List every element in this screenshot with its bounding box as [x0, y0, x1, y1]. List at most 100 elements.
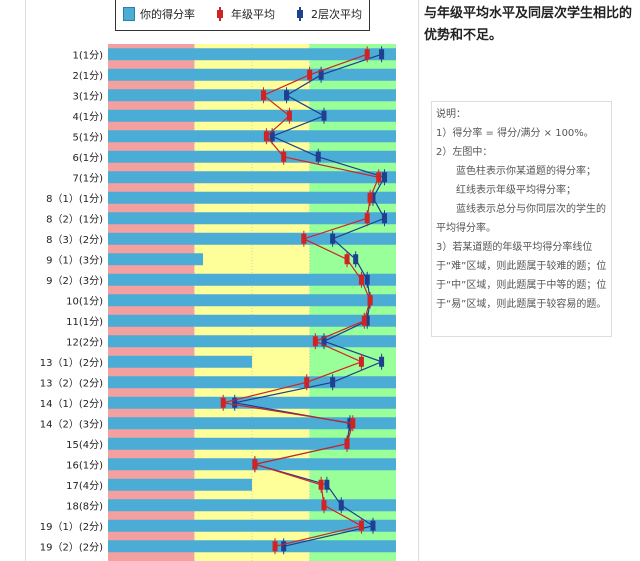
score-bar-7 [108, 171, 396, 184]
score-bar-21 [108, 458, 396, 471]
grade-avg-marker-20 [344, 438, 350, 449]
category-label: 12(2分) [66, 336, 103, 348]
score-bar-25 [108, 540, 396, 553]
category-label: 8（2）(1分) [46, 213, 103, 225]
layer-avg-marker-16 [379, 356, 385, 367]
layer-avg-marker-14 [364, 315, 370, 326]
grade-avg-marker-2 [307, 69, 313, 80]
legend-item-score: 你的得分率 [123, 7, 195, 21]
category-label: 6(1分) [72, 152, 103, 164]
layer-avg-marker-7 [381, 172, 387, 183]
grade-avg-marker-17 [304, 377, 310, 388]
score-bar-5 [108, 130, 396, 143]
category-label: 2(1分) [72, 70, 103, 82]
score-bar-24 [108, 519, 396, 532]
layer-avg-marker-11 [353, 254, 359, 265]
score-bar-2 [108, 68, 396, 81]
layer-avg-marker-12 [364, 274, 370, 285]
score-bar-20 [108, 437, 396, 450]
score-bar-4 [108, 109, 396, 122]
grade-avg-marker-15 [312, 336, 318, 347]
layer-avg-marker-9 [381, 213, 387, 224]
note-line-3: 蓝色柱表示你某道题的得分率； [456, 166, 596, 177]
note-line-6: 3）若某道题的年级平均得分率线位于“难”区域，则此题属于较难的题；位于“中”区域… [436, 242, 607, 310]
layer-avg-marker-3 [284, 90, 290, 101]
grade-avg-marker-18 [220, 397, 226, 408]
grade-avg-marker-7 [376, 172, 382, 183]
layer-avg-marker-17 [330, 377, 336, 388]
category-label: 5(1分) [72, 131, 103, 143]
grade-avg-marker-21 [252, 459, 258, 470]
category-label: 18(8分) [66, 500, 103, 512]
layer-avg-marker-25 [281, 541, 287, 552]
grade-avg-marker-1 [364, 49, 370, 60]
layer-avg-marker-2 [318, 69, 324, 80]
category-label: 19（2）(2分) [40, 541, 103, 553]
score-bar-1 [108, 48, 396, 61]
score-bar-9 [108, 212, 396, 225]
grade-avg-marker-10 [301, 233, 307, 244]
score-bar-12 [108, 273, 396, 286]
layer-avg-marker-1 [379, 49, 385, 60]
layer-avg-marker-6 [315, 151, 321, 162]
legend-swatch-grade [214, 7, 226, 21]
score-bar-18 [108, 396, 396, 409]
note-line-1: 1）得分率 = 得分/满分 × 100%。 [436, 128, 594, 139]
legend-swatch-score [123, 7, 135, 21]
grade-avg-marker-16 [358, 356, 364, 367]
category-label: 10(1分) [66, 295, 103, 307]
grade-avg-marker-3 [261, 90, 267, 101]
layer-avg-marker-23 [338, 500, 344, 511]
score-bar-6 [108, 150, 396, 163]
category-label: 11(1分) [66, 316, 103, 328]
grade-avg-marker-24 [358, 520, 364, 531]
layer-avg-marker-5 [269, 131, 275, 142]
score-bar-8 [108, 191, 396, 204]
category-label: 13（1）(2分) [40, 357, 103, 369]
grade-avg-marker-19 [350, 418, 356, 429]
category-label: 9（1）(3分) [46, 254, 103, 266]
layer-avg-marker-8 [370, 192, 376, 203]
grade-avg-marker-5 [263, 131, 269, 142]
category-label: 19（1）(2分) [40, 521, 103, 533]
score-bar-15 [108, 335, 396, 348]
grade-avg-marker-11 [344, 254, 350, 265]
category-label: 9（2）(3分) [46, 275, 103, 287]
category-label: 7(1分) [72, 172, 103, 184]
score-bar-23 [108, 499, 396, 512]
score-bar-14 [108, 314, 396, 327]
grade-avg-marker-25 [272, 541, 278, 552]
chart-legend: 你的得分率 年级平均 2层次平均 [115, 0, 370, 31]
grade-avg-marker-22 [318, 479, 324, 490]
grade-avg-marker-6 [281, 151, 287, 162]
layer-avg-marker-18 [232, 397, 238, 408]
layer-avg-marker-22 [324, 479, 330, 490]
legend-swatch-layer [294, 7, 306, 21]
grade-avg-marker-12 [358, 274, 364, 285]
score-bar-16 [108, 355, 252, 368]
layer-avg-marker-24 [370, 520, 376, 531]
category-label: 13（2）(2分) [40, 377, 103, 389]
category-label: 16(1分) [66, 459, 103, 471]
note-title: 说明： [436, 109, 466, 120]
grade-avg-marker-14 [361, 315, 367, 326]
score-bar-22 [108, 478, 252, 491]
legend-item-grade: 年级平均 [214, 7, 275, 21]
category-label: 3(1分) [72, 90, 103, 102]
grade-avg-marker-9 [364, 213, 370, 224]
score-bar-17 [108, 376, 396, 389]
score-bar-19 [108, 417, 396, 430]
note-line-5: 蓝线表示总分与你同层次的学生的平均得分率。 [436, 204, 606, 234]
legend-label-layer: 2层次平均 [311, 8, 362, 21]
score-bar-13 [108, 294, 396, 307]
category-label: 1(1分) [72, 49, 103, 61]
score-bar-11 [108, 253, 204, 266]
category-label: 15(4分) [66, 439, 103, 451]
intro-text: 与年级平均水平及同层次学生相比的优势和不足。 [424, 6, 633, 43]
explanation-box: 说明： 1）得分率 = 得分/满分 × 100%。 2）左图中： 蓝色柱表示你某… [431, 101, 612, 337]
legend-label-score: 你的得分率 [140, 8, 195, 21]
category-label: 8（1）(1分) [46, 193, 103, 205]
grade-avg-marker-4 [286, 110, 292, 121]
layer-avg-marker-4 [321, 110, 327, 121]
